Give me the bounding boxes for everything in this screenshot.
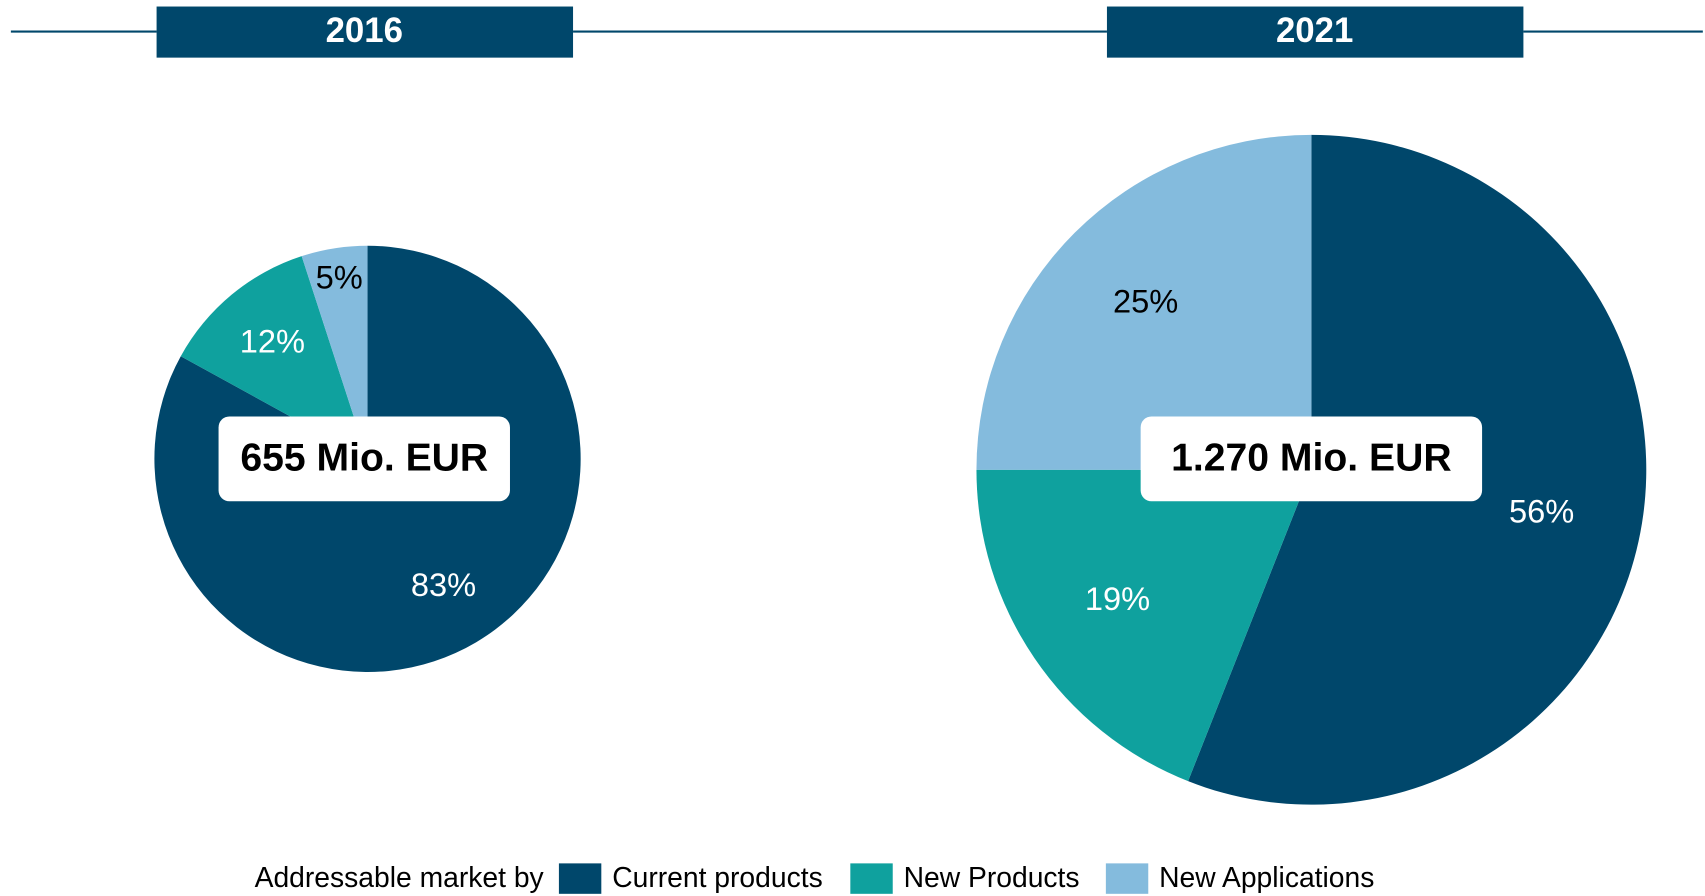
header-box <box>1106 6 1524 58</box>
legend-label: New Applications <box>1159 861 1374 893</box>
legend-label: New Products <box>904 861 1080 893</box>
pie-slice <box>976 469 1312 782</box>
chart-title: 2016 <box>326 12 403 50</box>
data-label: 5% <box>316 259 363 296</box>
data-label: 25% <box>1113 283 1178 320</box>
legend-label: Current products <box>612 861 823 893</box>
legend: Current products New Products New Applicat… <box>558 861 1374 894</box>
pie-slice <box>301 245 368 459</box>
data-label: 56% <box>1509 492 1574 529</box>
total-label: 655 Mio. EUR <box>240 436 488 479</box>
header-box <box>156 6 574 58</box>
total-box <box>218 416 510 502</box>
total-box <box>1140 416 1483 502</box>
total-label: 1.270 Mio. EUR <box>1171 436 1452 479</box>
data-label: 83% <box>411 566 476 603</box>
legend-swatch <box>558 863 602 894</box>
pie-slice <box>976 134 1312 470</box>
legend-title: Addressable market by <box>255 861 545 893</box>
legend-swatch <box>1105 863 1149 894</box>
data-label: 12% <box>240 323 305 360</box>
data-label: 19% <box>1085 580 1150 617</box>
legend-swatch <box>850 863 893 894</box>
pie-slice <box>180 256 368 459</box>
chart-title: 2021 <box>1276 12 1353 50</box>
